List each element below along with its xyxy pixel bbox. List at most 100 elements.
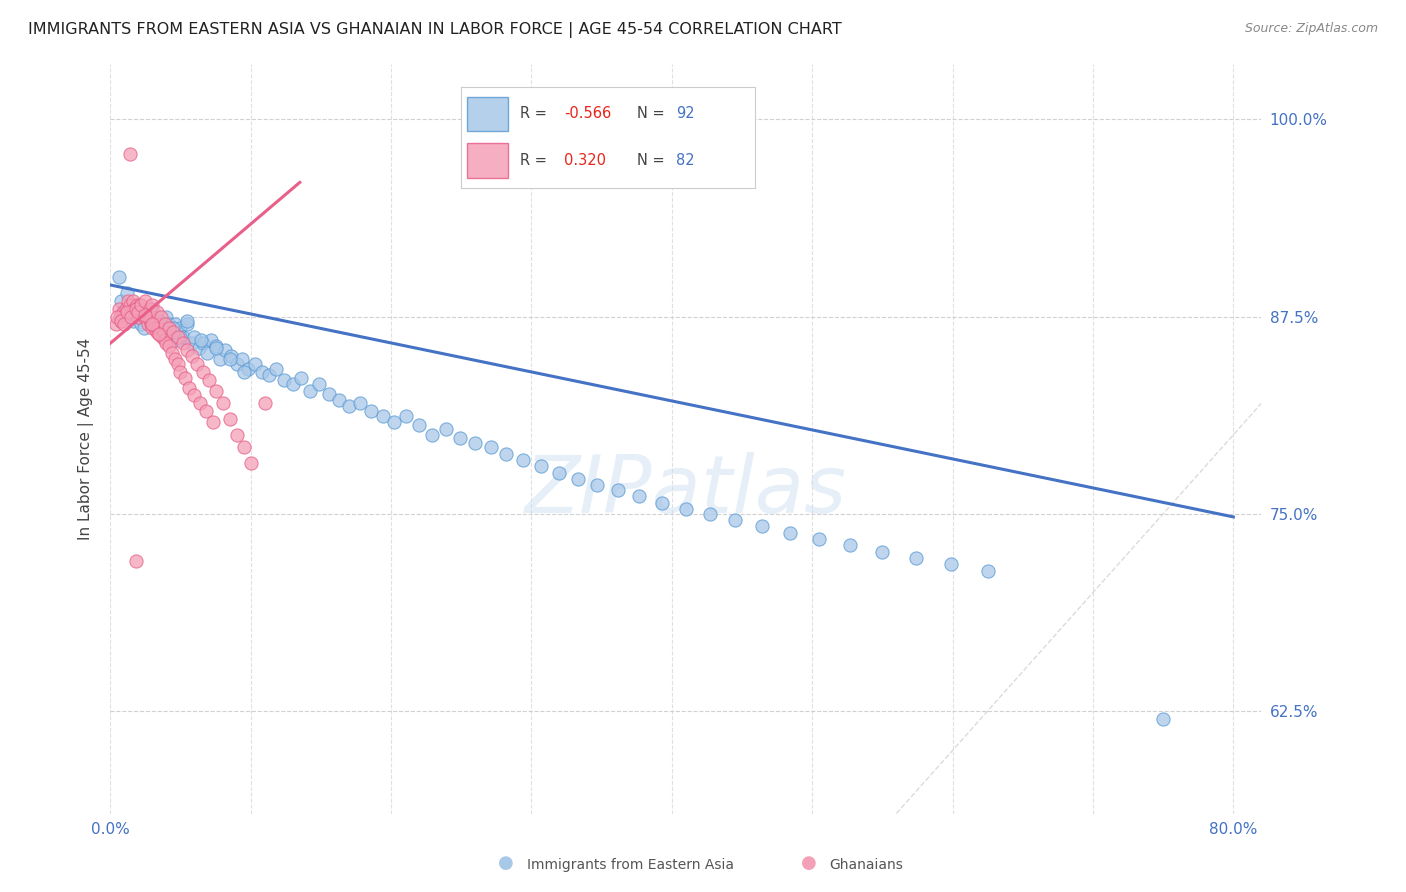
Point [214, 343, 236, 357]
Point [675, 502, 697, 516]
Point [148, 326, 170, 341]
Point [208, 352, 231, 367]
Point [253, 396, 276, 410]
Text: ●: ● [800, 855, 817, 872]
Point [157, 318, 180, 332]
Point [141, 298, 163, 312]
Point [153, 333, 176, 347]
Point [121, 293, 143, 308]
Point [155, 336, 177, 351]
Point [141, 320, 163, 334]
Point [200, 333, 222, 347]
Point [180, 336, 202, 351]
Point [138, 301, 160, 316]
Point [127, 310, 149, 324]
Point [114, 301, 136, 316]
Point [152, 326, 174, 340]
Point [143, 320, 166, 334]
Point [132, 301, 155, 316]
Point [976, 564, 998, 578]
Point [219, 349, 242, 363]
Point [115, 305, 138, 319]
Point [124, 301, 146, 316]
Point [124, 301, 146, 316]
Point [172, 336, 194, 351]
Point [872, 544, 894, 558]
Point [308, 377, 330, 392]
Point [905, 550, 928, 565]
Point [134, 310, 156, 324]
Point [112, 318, 135, 332]
Point [530, 459, 553, 474]
Point [107, 301, 129, 316]
Point [548, 466, 571, 480]
Text: ●: ● [498, 855, 515, 872]
Point [232, 365, 254, 379]
Point [257, 368, 280, 382]
Point [607, 483, 630, 497]
Point [134, 305, 156, 319]
Point [169, 330, 191, 344]
Point [129, 318, 152, 332]
Point [751, 519, 773, 533]
Point [148, 314, 170, 328]
Point [382, 415, 405, 429]
Point [111, 305, 134, 319]
Text: Source: ZipAtlas.com: Source: ZipAtlas.com [1244, 22, 1378, 36]
Point [115, 305, 138, 319]
Point [273, 373, 295, 387]
Point [236, 361, 259, 376]
Point [107, 270, 129, 285]
Text: Immigrants from Eastern Asia: Immigrants from Eastern Asia [527, 858, 734, 872]
Point [628, 489, 651, 503]
Point [136, 318, 159, 332]
Point [211, 396, 233, 410]
Point [197, 373, 219, 387]
Point [567, 472, 589, 486]
Point [117, 293, 139, 308]
Point [120, 310, 142, 324]
Point [139, 318, 162, 332]
Point [115, 285, 138, 300]
Point [166, 357, 188, 371]
Y-axis label: In Labor Force | Age 45-54: In Labor Force | Age 45-54 [79, 338, 94, 540]
Point [148, 326, 170, 341]
Point [939, 558, 962, 572]
Point [328, 393, 350, 408]
Point [160, 320, 183, 334]
Point [112, 310, 135, 324]
Point [218, 352, 240, 367]
Point [132, 320, 155, 334]
Point [135, 305, 157, 319]
Point [264, 361, 287, 376]
Point [118, 305, 141, 319]
Point [371, 409, 394, 423]
Point [512, 453, 534, 467]
Point [172, 330, 194, 344]
Point [225, 427, 247, 442]
Point [138, 312, 160, 326]
Point [166, 330, 188, 344]
Point [153, 318, 176, 332]
Point [651, 496, 673, 510]
Point [232, 441, 254, 455]
Point [169, 320, 191, 334]
Point [141, 318, 163, 332]
Point [110, 293, 132, 308]
Text: ZIPatlas: ZIPatlas [524, 452, 846, 530]
Point [779, 525, 801, 540]
Point [187, 341, 209, 355]
Point [152, 326, 174, 340]
Point [195, 346, 218, 360]
Point [239, 456, 262, 470]
Point [134, 293, 156, 308]
Point [160, 346, 183, 360]
Point [201, 415, 224, 429]
Point [298, 384, 321, 398]
Point [176, 343, 198, 357]
Point [225, 357, 247, 371]
Point [186, 357, 208, 371]
Point [129, 303, 152, 318]
Point [155, 310, 177, 324]
Point [699, 507, 721, 521]
